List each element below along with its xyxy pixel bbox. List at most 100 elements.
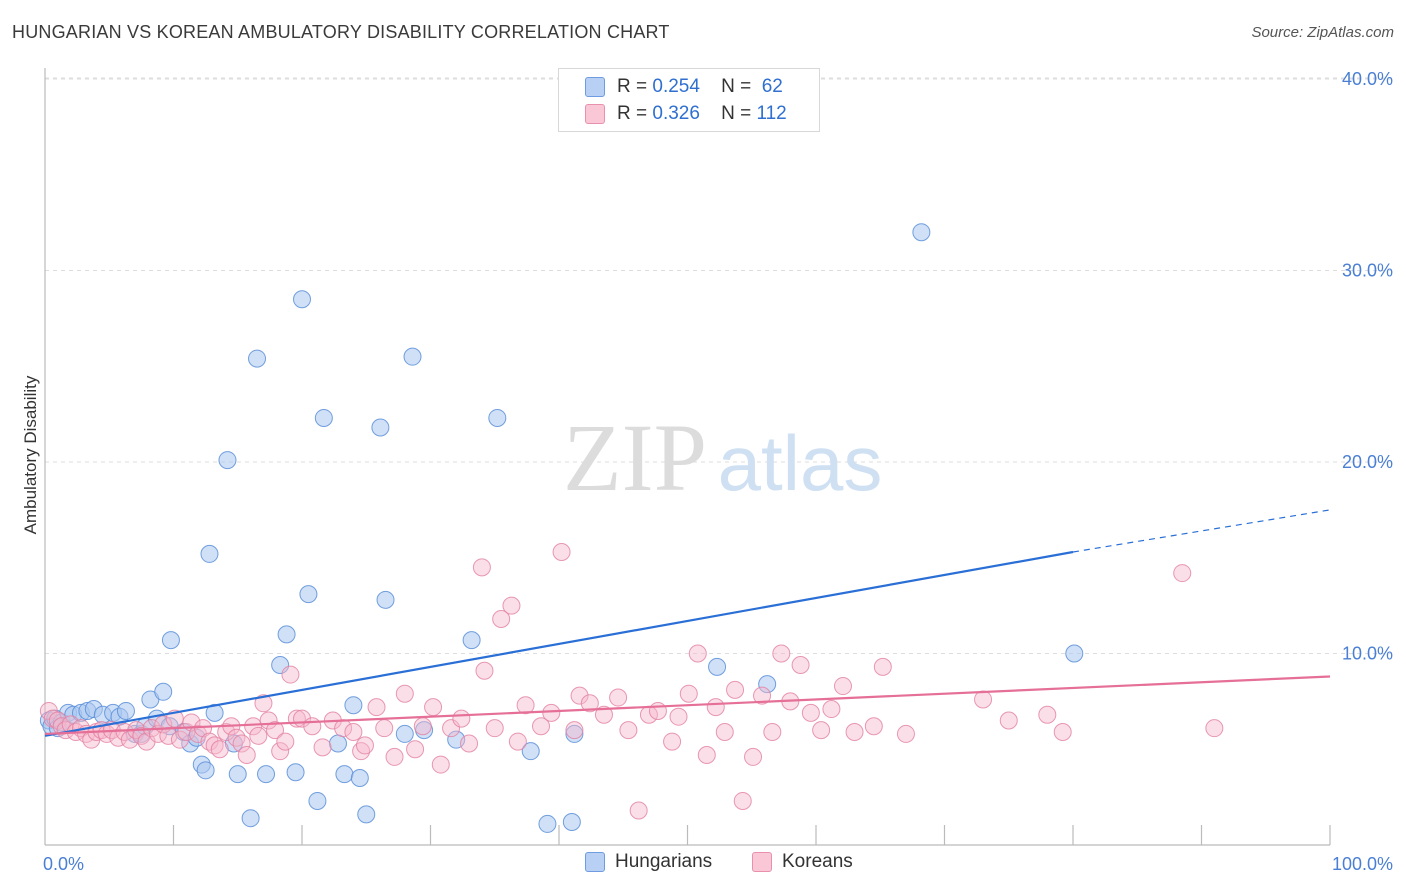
korean-point <box>237 745 256 764</box>
korean-point <box>303 717 322 736</box>
hungarian-point <box>403 347 422 366</box>
legend-koreans-label: Koreans <box>782 851 853 872</box>
korean-point <box>532 717 551 736</box>
korean-point <box>753 686 772 705</box>
korean-point <box>266 721 285 740</box>
hungarian-point <box>758 675 777 694</box>
hungarian-point <box>395 724 414 743</box>
hungarians-trend-extension <box>1072 509 1331 553</box>
korean-point <box>516 696 535 715</box>
hungarian-point <box>241 809 260 828</box>
trend-lines <box>44 509 1331 737</box>
legend-item-koreans: Koreans <box>752 851 853 873</box>
hungarians-swatch <box>585 77 605 97</box>
legend-row-koreans: R = 0.326 N = 112 <box>585 101 787 127</box>
hungarian-point <box>205 703 224 722</box>
korean-point <box>688 644 707 663</box>
hungarian-point <box>562 813 581 832</box>
korean-point <box>452 709 471 728</box>
x-tick-label: 100.0% <box>1332 854 1393 874</box>
hungarian-point <box>116 701 135 720</box>
hungarian-point <box>328 734 347 753</box>
korean-point <box>609 688 628 707</box>
korean-point <box>313 738 332 757</box>
hungarian-point <box>161 631 180 650</box>
hungarian-point <box>308 791 327 810</box>
korean-point <box>385 747 404 766</box>
korean-point <box>801 703 820 722</box>
y-tick-label: 30.0% <box>1342 261 1393 281</box>
legend-n-label: N = <box>721 76 752 97</box>
korean-point <box>375 719 394 738</box>
korean-point <box>492 610 511 629</box>
hungarian-point <box>371 418 390 437</box>
korean-point <box>475 661 494 680</box>
hungarian-point <box>154 682 173 701</box>
legend-r-label: R = <box>617 103 648 124</box>
korean-point <box>580 694 599 713</box>
hungarians-swatch <box>585 852 605 872</box>
watermark-zip: ZIP <box>563 404 707 511</box>
y-axis-label: Ambulatory Disability <box>21 375 40 534</box>
korean-point <box>552 543 571 562</box>
legend-item-hungarians: Hungarians <box>585 851 712 873</box>
y-tick-label: 10.0% <box>1342 644 1393 664</box>
hungarian-point <box>257 765 276 784</box>
korean-point <box>424 698 443 717</box>
korean-point <box>822 700 841 719</box>
korean-point <box>873 657 892 676</box>
korean-point <box>406 740 425 759</box>
legend-r-value: 0.254 <box>652 76 700 97</box>
chart-source: Source: ZipAtlas.com <box>1251 24 1394 41</box>
korean-point <box>542 703 561 722</box>
korean-point <box>254 694 273 713</box>
korean-point <box>271 742 290 761</box>
korean-point <box>594 705 613 724</box>
hungarian-point <box>708 657 727 676</box>
hungarian-point <box>344 696 363 715</box>
korean-point <box>715 723 734 742</box>
korean-point <box>629 801 648 820</box>
koreans-trend-line <box>44 675 1331 736</box>
y-tick-label: 40.0% <box>1342 69 1393 89</box>
koreans-points <box>39 543 1224 820</box>
korean-point <box>355 736 374 755</box>
korean-point <box>1053 723 1072 742</box>
korean-point <box>508 732 527 751</box>
korean-point <box>217 723 236 742</box>
hungarian-point <box>335 765 354 784</box>
koreans-swatch <box>585 104 605 124</box>
series-legend: Hungarians Koreans <box>0 851 1406 879</box>
korean-point <box>999 711 1018 730</box>
hungarian-point <box>200 544 219 563</box>
korean-point <box>460 734 479 753</box>
hungarian-point <box>376 590 395 609</box>
watermark-atlas: atlas <box>718 419 883 507</box>
korean-point <box>706 698 725 717</box>
korean-point <box>249 726 268 745</box>
hungarian-point <box>357 805 376 824</box>
korean-point <box>367 698 386 717</box>
grid-lines <box>45 77 1392 654</box>
korean-point <box>669 707 688 726</box>
hungarian-point <box>196 761 215 780</box>
korean-point <box>472 558 491 577</box>
korean-point <box>170 730 189 749</box>
korean-point <box>763 723 782 742</box>
hungarian-point <box>218 451 237 470</box>
legend-r-label: R = <box>617 76 648 97</box>
hungarian-point <box>538 814 557 833</box>
hungarian-point <box>293 290 311 309</box>
korean-point <box>565 721 584 740</box>
korean-point <box>232 734 251 753</box>
hungarian-point <box>521 742 540 761</box>
correlation-legend: R = 0.254 N = 62 R = 0.326 N = 112 <box>558 68 820 132</box>
hungarian-point <box>1065 644 1084 663</box>
korean-point <box>697 745 716 764</box>
legend-n-value: 62 <box>761 76 783 97</box>
korean-point <box>679 684 698 703</box>
korean-point <box>648 701 667 720</box>
korean-point <box>1173 564 1192 583</box>
hungarian-point <box>912 223 931 242</box>
